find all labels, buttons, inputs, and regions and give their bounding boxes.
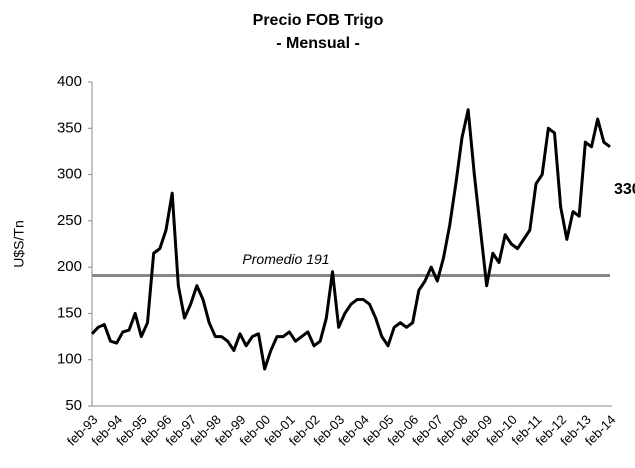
y-tick-label: 50 [65,397,82,414]
y-tick-label: 350 [57,119,82,136]
y-tick-label: 200 [57,258,82,275]
chart-subtitle: - Mensual - [276,35,360,52]
y-axis-label: U$S/Tn [11,220,27,267]
y-tick-label: 400 [57,73,82,90]
y-tick-label: 100 [57,351,82,368]
end-value-label: 330 [614,181,635,198]
y-tick-label: 300 [57,166,82,183]
average-label: Promedio 191 [242,251,329,267]
y-tick-label: 250 [57,212,82,229]
chart-title: Precio FOB Trigo [253,12,384,29]
series-line [90,108,611,371]
y-tick-label: 150 [57,304,82,321]
